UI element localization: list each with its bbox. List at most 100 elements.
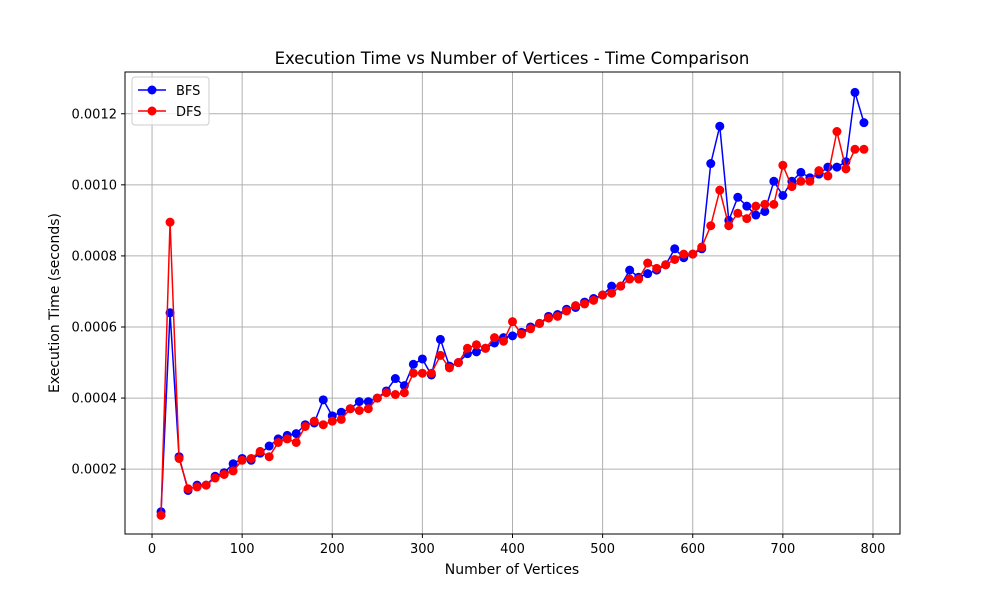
data-point-dfs — [607, 288, 617, 298]
data-point-dfs — [489, 333, 499, 343]
data-point-dfs — [697, 242, 707, 252]
data-point-dfs — [480, 343, 490, 353]
x-tick-label: 800 — [861, 542, 886, 557]
data-point-dfs — [417, 368, 427, 378]
data-point-dfs — [832, 127, 842, 137]
data-point-dfs — [796, 176, 806, 186]
data-point-dfs — [706, 221, 716, 231]
grid — [125, 72, 900, 534]
data-point-dfs — [318, 420, 328, 430]
data-point-dfs — [805, 176, 815, 186]
data-point-dfs — [300, 422, 310, 431]
data-point-dfs — [508, 317, 517, 327]
data-point-dfs — [526, 324, 536, 334]
data-point-dfs — [760, 199, 770, 209]
data-point-dfs — [354, 406, 364, 415]
legend-marker-bfs — [147, 85, 157, 95]
data-point-bfs — [607, 281, 617, 291]
data-point-bfs — [859, 118, 869, 128]
data-point-dfs — [670, 254, 680, 264]
data-point-bfs — [850, 87, 860, 97]
data-point-dfs — [850, 144, 860, 154]
data-point-dfs — [823, 171, 833, 181]
data-point-bfs — [471, 347, 481, 357]
data-point-bfs — [417, 354, 427, 364]
data-point-dfs — [201, 480, 211, 490]
data-point-dfs — [787, 182, 797, 192]
data-point-dfs — [390, 390, 400, 400]
data-point-bfs — [670, 244, 680, 254]
data-point-dfs — [625, 274, 635, 284]
x-tick-label: 500 — [590, 542, 615, 557]
data-point-dfs — [544, 313, 554, 323]
legend-item-bfs: BFS — [138, 84, 200, 99]
data-point-dfs — [246, 453, 256, 463]
x-tick-label: 100 — [230, 542, 255, 557]
data-point-dfs — [598, 290, 608, 300]
data-point-bfs — [435, 334, 445, 344]
data-point-bfs — [796, 167, 806, 177]
data-point-dfs — [282, 434, 292, 444]
data-point-bfs — [291, 429, 301, 439]
data-point-bfs — [336, 407, 346, 417]
data-point-dfs — [616, 281, 626, 291]
data-point-bfs — [742, 201, 752, 211]
x-tick-label: 400 — [500, 542, 525, 557]
y-tick-label: 0.0012 — [72, 107, 118, 122]
legend-item-dfs: DFS — [138, 105, 202, 120]
chart-title: Execution Time vs Number of Vertices - T… — [275, 49, 750, 68]
series-layer — [156, 87, 869, 520]
data-point-bfs — [354, 397, 364, 407]
data-point-dfs — [255, 446, 265, 456]
data-point-dfs — [156, 510, 166, 520]
data-point-bfs — [508, 331, 517, 341]
y-axis-label: Execution Time (seconds) — [47, 213, 63, 393]
legend-label-bfs: BFS — [176, 84, 200, 99]
data-point-dfs — [652, 263, 662, 273]
data-point-dfs — [553, 311, 563, 321]
data-point-dfs — [589, 295, 599, 305]
data-point-dfs — [778, 160, 788, 170]
data-point-dfs — [471, 340, 481, 350]
x-tick-label: 200 — [320, 542, 345, 557]
x-tick-label: 300 — [410, 542, 435, 557]
x-axis: 0 100 200 300 400 500 600 700 800 — [148, 534, 885, 557]
data-point-dfs — [517, 329, 527, 339]
data-point-dfs — [715, 185, 725, 195]
data-point-bfs — [318, 395, 328, 405]
legend: BFS DFS — [131, 76, 210, 126]
x-axis-label: Number of Vertices — [445, 562, 579, 578]
series-dfs — [156, 127, 869, 520]
data-point-bfs — [733, 192, 743, 202]
data-point-dfs — [399, 388, 409, 398]
data-point-bfs — [228, 459, 238, 469]
data-point-dfs — [183, 484, 193, 494]
data-point-dfs — [814, 166, 824, 176]
y-tick-label: 0.0008 — [72, 249, 118, 264]
data-point-bfs — [751, 210, 761, 220]
x-tick-label: 600 — [680, 542, 705, 557]
data-point-dfs — [264, 452, 274, 462]
y-tick-label: 0.0002 — [72, 463, 118, 478]
data-point-dfs — [751, 201, 761, 211]
data-point-dfs — [237, 455, 247, 465]
data-point-dfs — [562, 306, 572, 316]
data-point-dfs — [228, 466, 238, 476]
data-point-dfs — [859, 144, 869, 154]
data-point-dfs — [192, 482, 202, 492]
data-point-dfs — [724, 221, 734, 231]
data-point-dfs — [174, 453, 184, 463]
data-point-bfs — [363, 397, 373, 407]
y-tick-label: 0.0010 — [72, 178, 118, 193]
data-point-dfs — [742, 214, 752, 224]
data-point-bfs — [715, 121, 725, 131]
data-point-dfs — [426, 368, 436, 378]
data-point-dfs — [444, 363, 454, 373]
data-point-dfs — [535, 318, 545, 328]
data-point-dfs — [661, 260, 671, 270]
data-point-dfs — [462, 343, 472, 353]
data-point-dfs — [381, 388, 391, 398]
data-point-bfs — [390, 374, 400, 384]
data-point-bfs — [769, 176, 779, 186]
data-point-bfs — [778, 191, 788, 200]
